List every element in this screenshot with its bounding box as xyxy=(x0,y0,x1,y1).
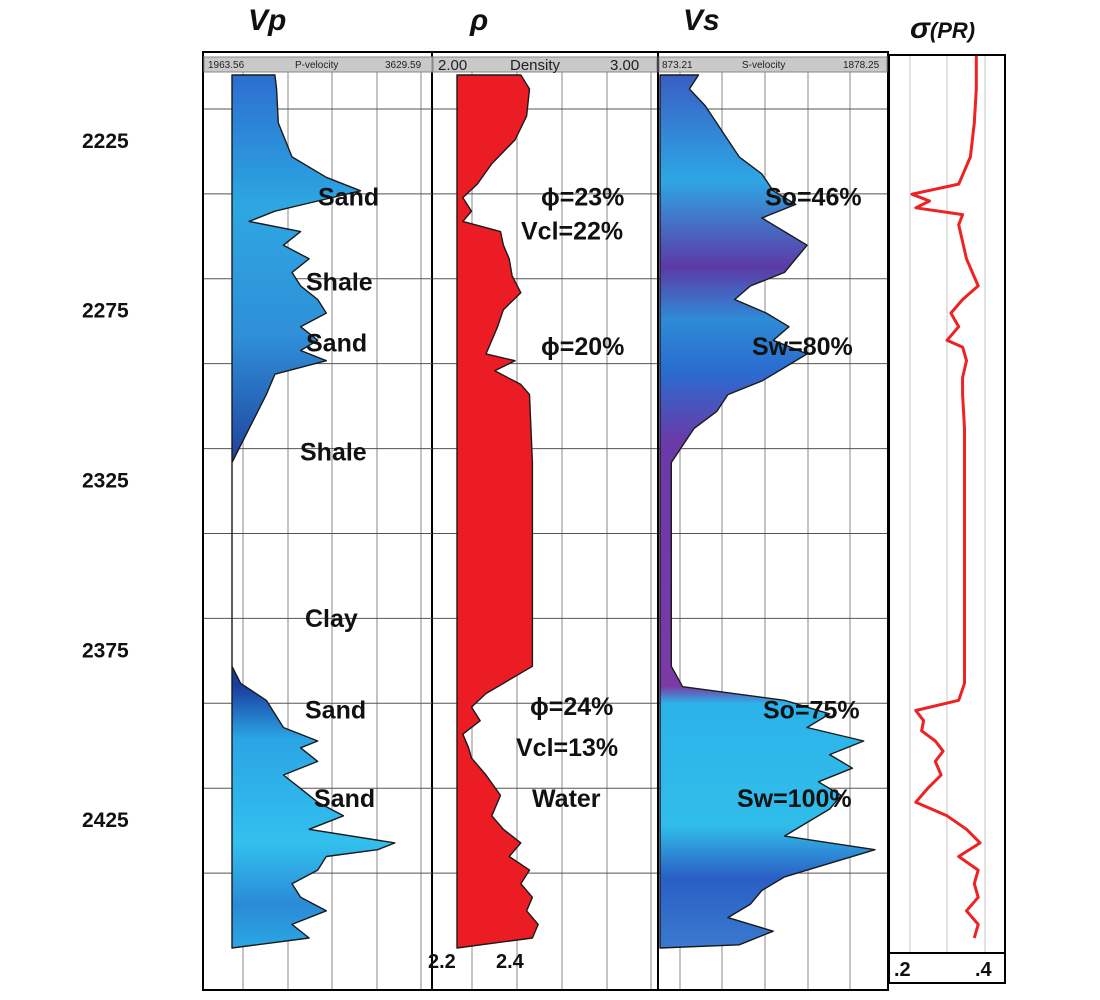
depth-label-2375: 2375 xyxy=(82,639,129,662)
vp-annotation-4: Clay xyxy=(305,605,358,633)
rho-header-name: Density xyxy=(510,57,561,74)
rho-annotation-5: Water xyxy=(532,785,601,813)
vp-annotation-2: Sand xyxy=(306,330,367,358)
vs-annotation-0: So=46% xyxy=(765,184,862,212)
depth-axis: 2225 2275 2325 2375 2425 xyxy=(82,130,129,832)
track-title-vp: Vp xyxy=(248,4,286,37)
vp-annotation-3: Shale xyxy=(300,438,367,466)
depth-label-2225: 2225 xyxy=(82,130,129,153)
log-curves xyxy=(231,56,982,949)
depth-label-2275: 2275 xyxy=(82,300,129,323)
pr-curve xyxy=(910,56,982,939)
vs-header-right: 1878.25 xyxy=(843,60,880,71)
rho-annotation-1: Vcl=22% xyxy=(521,218,623,246)
rho-annotation-4: Vcl=13% xyxy=(516,734,618,762)
log-header-strips: 1963.56 P-velocity 3629.59 2.00 Density … xyxy=(203,56,888,74)
track-title-vs: Vs xyxy=(683,4,720,37)
vs-curve-fill xyxy=(659,74,876,949)
track-title-pr-symbol: σ xyxy=(910,12,931,45)
rho-header-right: 3.00 xyxy=(610,57,639,74)
rho-annotation-0: ϕ=23% xyxy=(541,184,624,212)
rho-header-left: 2.00 xyxy=(438,57,467,74)
vs-annotation-1: Sw=80% xyxy=(752,333,853,361)
vp-annotation-0: Sand xyxy=(318,184,379,212)
vp-header-left: 1963.56 xyxy=(208,60,245,71)
vs-header-left: 873.21 xyxy=(662,60,693,71)
rho-curve-fill xyxy=(456,74,539,949)
depth-label-2425: 2425 xyxy=(82,809,129,832)
vs-annotation-2: So=75% xyxy=(763,696,860,724)
vp-curve-fill xyxy=(231,74,396,949)
vs-header-name: S-velocity xyxy=(742,60,785,71)
vp-header-right: 3629.59 xyxy=(385,60,422,71)
vp-header-name: P-velocity xyxy=(295,60,338,71)
track-title-pr: σ(PR) xyxy=(910,12,975,45)
depth-label-2325: 2325 xyxy=(82,470,129,493)
rho-scale-left: 2.2 xyxy=(428,951,456,973)
rho-annotation-2: ϕ=20% xyxy=(541,333,624,361)
rho-scale-right: 2.4 xyxy=(496,951,525,973)
track-scale-box-pr xyxy=(888,952,1006,984)
vp-annotation-5: Sand xyxy=(305,696,366,724)
vs-annotation-3: Sw=100% xyxy=(737,785,852,813)
track-title-rho: ρ xyxy=(469,4,488,37)
vp-annotation-6: Sand xyxy=(314,785,375,813)
rho-annotation-3: ϕ=24% xyxy=(530,693,613,721)
pr-scale-left: .2 xyxy=(894,959,911,981)
annotations: Sand Shale Sand Shale Clay Sand Sand ϕ=23% Vcl=2… xyxy=(300,184,862,813)
pr-scale-right: .4 xyxy=(975,959,993,981)
vp-annotation-1: Shale xyxy=(306,269,373,297)
track-title-pr-suffix: (PR) xyxy=(930,18,975,43)
